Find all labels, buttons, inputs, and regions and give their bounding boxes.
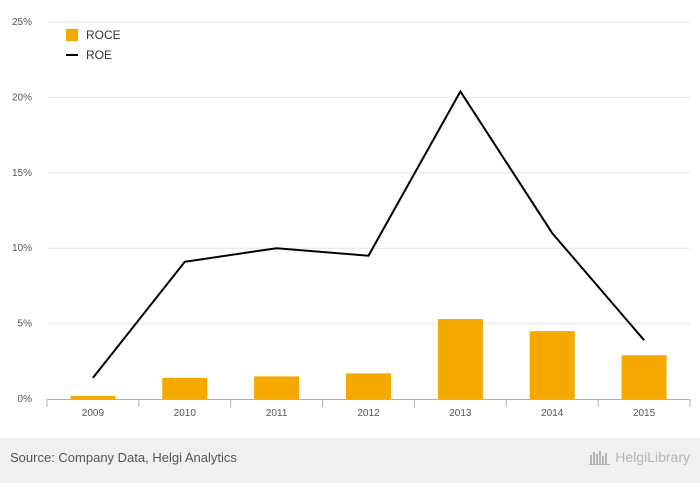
bar-roce (70, 395, 116, 399)
bar-roce (346, 373, 391, 399)
x-tick-label: 2011 (266, 408, 288, 419)
chart: 0% 5% 10% 15% 20% 25% 2009 2010 2011 2012 2013 201… (12, 17, 691, 419)
x-tick-label: 2010 (174, 408, 197, 419)
line-roe (92, 89, 645, 379)
y-tick-label: 10% (12, 243, 32, 254)
bar-roce (162, 377, 208, 399)
x-tick-label: 2014 (541, 408, 564, 419)
y-tick-label: 15% (12, 168, 32, 179)
y-tick-label: 5% (18, 319, 33, 330)
brand-name: HelgiLibrary (615, 449, 690, 465)
legend-swatch-roce (66, 29, 78, 41)
bar-roce (529, 331, 575, 399)
legend-label-roe: ROE (86, 48, 112, 62)
source-note: Source: Company Data, Helgi Analytics (10, 450, 237, 465)
legend-label-roce: ROCE (86, 28, 121, 42)
bar-roce (621, 355, 667, 399)
brand-logo: HelgiLibrary (589, 449, 690, 465)
x-tick-label: 2013 (449, 408, 472, 419)
library-icon (589, 451, 611, 465)
y-tick-label: 20% (12, 92, 32, 103)
line-series (92, 89, 645, 379)
footer-band (0, 438, 700, 483)
y-tick-label: 25% (12, 17, 32, 28)
bar-series (70, 319, 667, 399)
bar-roce (437, 319, 483, 399)
grid-lines (47, 21, 690, 325)
x-axis: 2009 2010 2011 2012 2013 2014 2015 (46, 399, 691, 419)
x-tick-label: 2009 (82, 408, 105, 419)
y-axis-ticks: 0% 5% 10% 15% 20% 25% (12, 17, 32, 405)
bar-roce (254, 376, 300, 399)
y-tick-label: 0% (18, 394, 33, 405)
x-tick-label: 2015 (633, 408, 656, 419)
legend: ROCE ROE (66, 28, 121, 62)
x-tick-label: 2012 (357, 408, 380, 419)
